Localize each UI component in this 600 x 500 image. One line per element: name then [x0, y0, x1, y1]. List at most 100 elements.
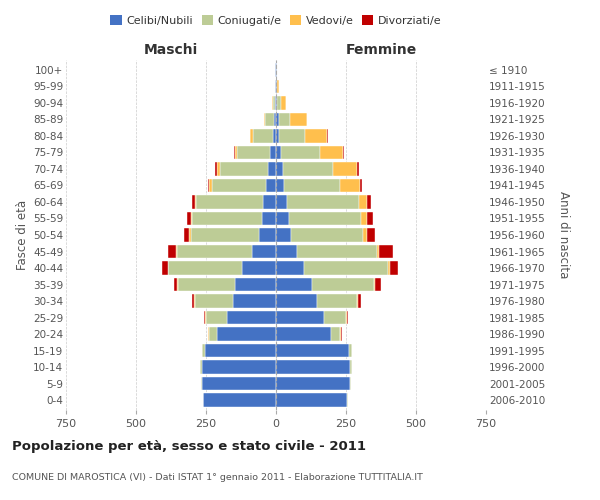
Bar: [277, 96, 281, 110]
Bar: [375, 278, 381, 291]
Bar: [202, 344, 205, 358]
Bar: [374, 278, 375, 291]
Bar: [209, 178, 212, 192]
Bar: [242, 261, 276, 275]
Bar: [202, 377, 276, 390]
Bar: [289, 212, 361, 226]
Bar: [215, 162, 217, 175]
Text: Maschi: Maschi: [144, 42, 198, 56]
Bar: [281, 146, 320, 159]
Bar: [252, 244, 276, 258]
Bar: [349, 344, 352, 358]
Bar: [263, 195, 276, 209]
Bar: [343, 146, 344, 159]
Bar: [235, 146, 237, 159]
Bar: [389, 261, 398, 275]
Bar: [190, 228, 191, 242]
Bar: [233, 294, 276, 308]
Bar: [168, 261, 242, 275]
Bar: [253, 129, 272, 142]
Bar: [320, 146, 343, 159]
Bar: [281, 96, 286, 110]
Bar: [176, 244, 252, 258]
Bar: [272, 96, 275, 110]
Bar: [276, 96, 277, 110]
Bar: [290, 112, 307, 126]
Text: COMUNE DI MAROSTICA (VI) - Dati ISTAT 1° gennaio 2011 - Elaborazione TUTTITALIA.: COMUNE DI MAROSTICA (VI) - Dati ISTAT 1°…: [12, 473, 423, 482]
Bar: [334, 162, 357, 175]
Bar: [203, 394, 276, 407]
Bar: [196, 195, 263, 209]
Bar: [202, 360, 276, 374]
Bar: [276, 294, 317, 308]
Bar: [317, 294, 357, 308]
Bar: [367, 212, 373, 226]
Bar: [277, 80, 278, 93]
Bar: [305, 129, 327, 142]
Bar: [379, 244, 393, 258]
Bar: [367, 228, 376, 242]
Bar: [284, 178, 340, 192]
Bar: [235, 278, 276, 291]
Bar: [266, 178, 276, 192]
Bar: [276, 278, 313, 291]
Bar: [347, 311, 348, 324]
Bar: [206, 311, 227, 324]
Bar: [276, 377, 350, 390]
Bar: [208, 178, 209, 192]
Bar: [272, 129, 276, 142]
Bar: [192, 195, 195, 209]
Bar: [276, 394, 347, 407]
Bar: [227, 311, 276, 324]
Y-axis label: Anni di nascita: Anni di nascita: [557, 192, 569, 278]
Bar: [217, 162, 220, 175]
Bar: [264, 112, 265, 126]
Bar: [271, 146, 276, 159]
Bar: [195, 294, 233, 308]
Bar: [237, 146, 271, 159]
Bar: [359, 195, 367, 209]
Bar: [192, 294, 194, 308]
Bar: [350, 360, 352, 374]
Bar: [217, 328, 276, 341]
Bar: [276, 311, 323, 324]
Bar: [323, 311, 346, 324]
Bar: [357, 162, 359, 175]
Bar: [268, 162, 276, 175]
Text: Femmine: Femmine: [346, 42, 416, 56]
Bar: [360, 178, 362, 192]
Bar: [191, 212, 192, 226]
Bar: [388, 261, 389, 275]
Bar: [276, 360, 350, 374]
Bar: [191, 228, 259, 242]
Bar: [358, 294, 361, 308]
Bar: [167, 244, 176, 258]
Bar: [192, 212, 262, 226]
Bar: [259, 228, 276, 242]
Bar: [276, 112, 279, 126]
Bar: [279, 112, 290, 126]
Bar: [162, 261, 167, 275]
Bar: [187, 212, 191, 226]
Bar: [200, 360, 202, 374]
Bar: [276, 146, 281, 159]
Bar: [250, 129, 253, 142]
Bar: [363, 228, 367, 242]
Bar: [361, 212, 367, 226]
Bar: [275, 96, 276, 110]
Bar: [184, 228, 190, 242]
Bar: [340, 178, 360, 192]
Bar: [262, 212, 276, 226]
Bar: [212, 178, 266, 192]
Bar: [377, 244, 379, 258]
Bar: [195, 195, 196, 209]
Bar: [276, 244, 297, 258]
Bar: [174, 278, 178, 291]
Bar: [276, 344, 349, 358]
Bar: [276, 228, 292, 242]
Bar: [276, 261, 304, 275]
Bar: [292, 228, 363, 242]
Bar: [287, 195, 359, 209]
Bar: [276, 328, 331, 341]
Bar: [276, 129, 280, 142]
